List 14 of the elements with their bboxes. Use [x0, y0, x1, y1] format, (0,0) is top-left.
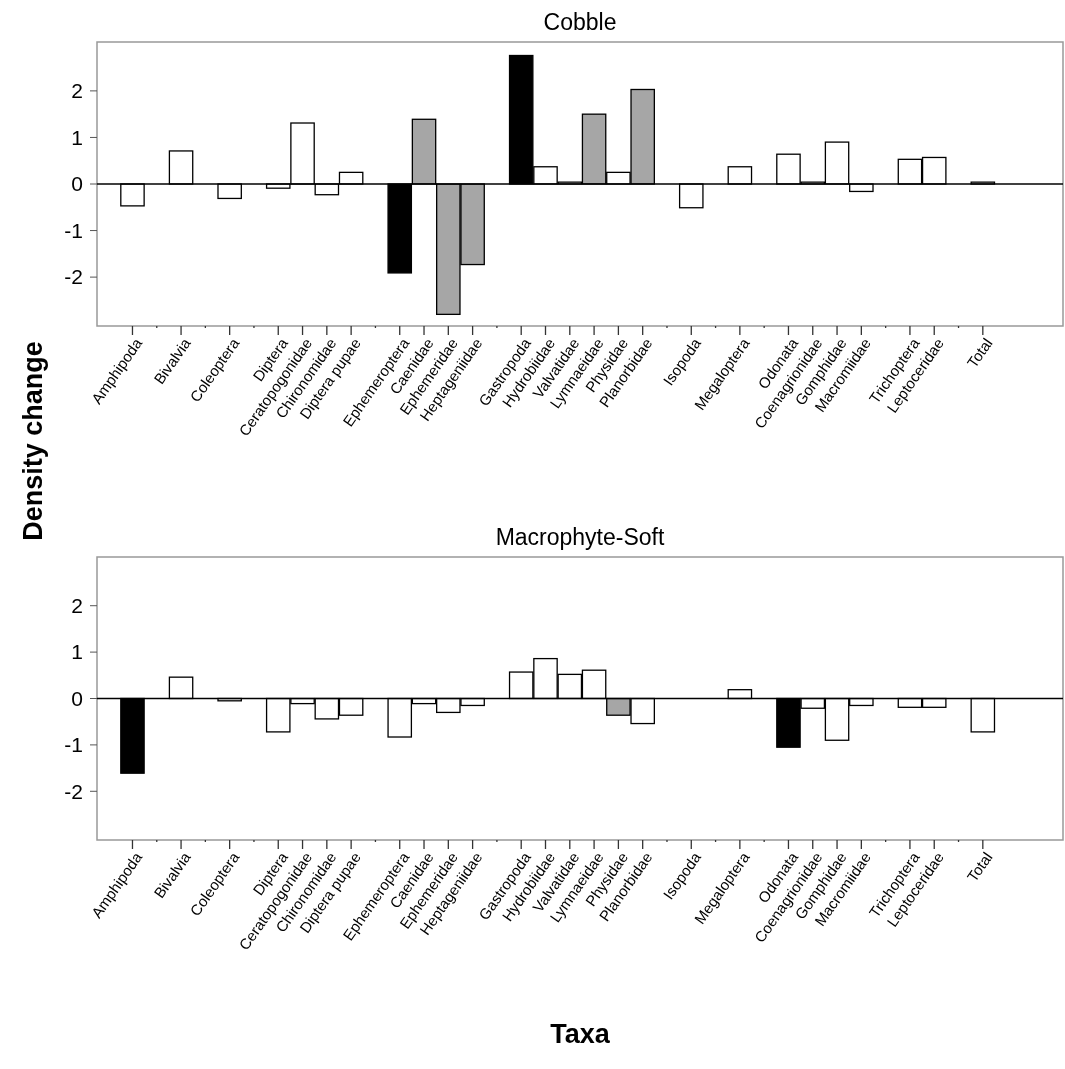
y-tick-label: 1	[71, 640, 83, 664]
y-tick-label: 0	[71, 686, 83, 710]
y-tick-label: 0	[71, 172, 83, 196]
x-axis-title: Taxa	[550, 1019, 611, 1049]
y-tick-label: 2	[71, 79, 83, 103]
chart-title: Cobble	[543, 9, 617, 35]
y-tick-label: -1	[64, 733, 83, 757]
y-axis-title: Density change	[18, 341, 48, 541]
y-tick-label: 2	[71, 594, 83, 618]
chart-title: Macrophyte-Soft	[495, 524, 665, 550]
y-tick-label: 1	[71, 125, 83, 149]
y-tick-label: -2	[64, 265, 83, 289]
y-tick-label: -1	[64, 218, 83, 242]
y-tick-label: -2	[64, 779, 83, 803]
